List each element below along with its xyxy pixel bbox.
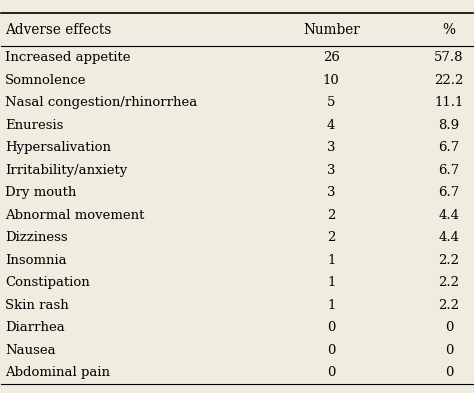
Text: 0: 0 — [445, 343, 453, 356]
Text: Dry mouth: Dry mouth — [5, 186, 76, 199]
Text: 8.9: 8.9 — [438, 119, 460, 132]
Text: 4.4: 4.4 — [438, 231, 460, 244]
Text: 1: 1 — [327, 276, 336, 289]
Text: Dizziness: Dizziness — [5, 231, 68, 244]
Text: 6.7: 6.7 — [438, 186, 460, 199]
Text: %: % — [443, 23, 456, 37]
Text: 0: 0 — [327, 366, 336, 379]
Text: 1: 1 — [327, 253, 336, 266]
Text: Somnolence: Somnolence — [5, 73, 87, 86]
Text: Skin rash: Skin rash — [5, 299, 69, 312]
Text: Nasal congestion/rhinorrhea: Nasal congestion/rhinorrhea — [5, 96, 197, 109]
Text: 57.8: 57.8 — [434, 51, 464, 64]
Text: Enuresis: Enuresis — [5, 119, 64, 132]
Text: Irritability/anxiety: Irritability/anxiety — [5, 163, 128, 176]
Text: 6.7: 6.7 — [438, 163, 460, 176]
Text: 0: 0 — [327, 343, 336, 356]
Text: Abnormal movement: Abnormal movement — [5, 209, 145, 222]
Text: 26: 26 — [323, 51, 340, 64]
Text: 2.2: 2.2 — [438, 253, 460, 266]
Text: 3: 3 — [327, 141, 336, 154]
Text: Adverse effects: Adverse effects — [5, 23, 111, 37]
Text: 6.7: 6.7 — [438, 141, 460, 154]
Text: Abdominal pain: Abdominal pain — [5, 366, 110, 379]
Text: 2: 2 — [327, 209, 336, 222]
Text: 2.2: 2.2 — [438, 299, 460, 312]
Text: 5: 5 — [327, 96, 336, 109]
Text: Insomnia: Insomnia — [5, 253, 67, 266]
Text: 1: 1 — [327, 299, 336, 312]
Text: Nausea: Nausea — [5, 343, 56, 356]
Text: 3: 3 — [327, 186, 336, 199]
Text: 3: 3 — [327, 163, 336, 176]
Text: 10: 10 — [323, 73, 339, 86]
Text: Increased appetite: Increased appetite — [5, 51, 131, 64]
Text: 0: 0 — [445, 321, 453, 334]
Text: 4.4: 4.4 — [438, 209, 460, 222]
Text: 4: 4 — [327, 119, 336, 132]
Text: Diarrhea: Diarrhea — [5, 321, 65, 334]
Text: 0: 0 — [445, 366, 453, 379]
Text: Number: Number — [303, 23, 360, 37]
Text: Constipation: Constipation — [5, 276, 90, 289]
Text: 11.1: 11.1 — [434, 96, 464, 109]
Text: 0: 0 — [327, 321, 336, 334]
Text: 2: 2 — [327, 231, 336, 244]
Text: Hypersalivation: Hypersalivation — [5, 141, 111, 154]
Text: 2.2: 2.2 — [438, 276, 460, 289]
Text: 22.2: 22.2 — [434, 73, 464, 86]
